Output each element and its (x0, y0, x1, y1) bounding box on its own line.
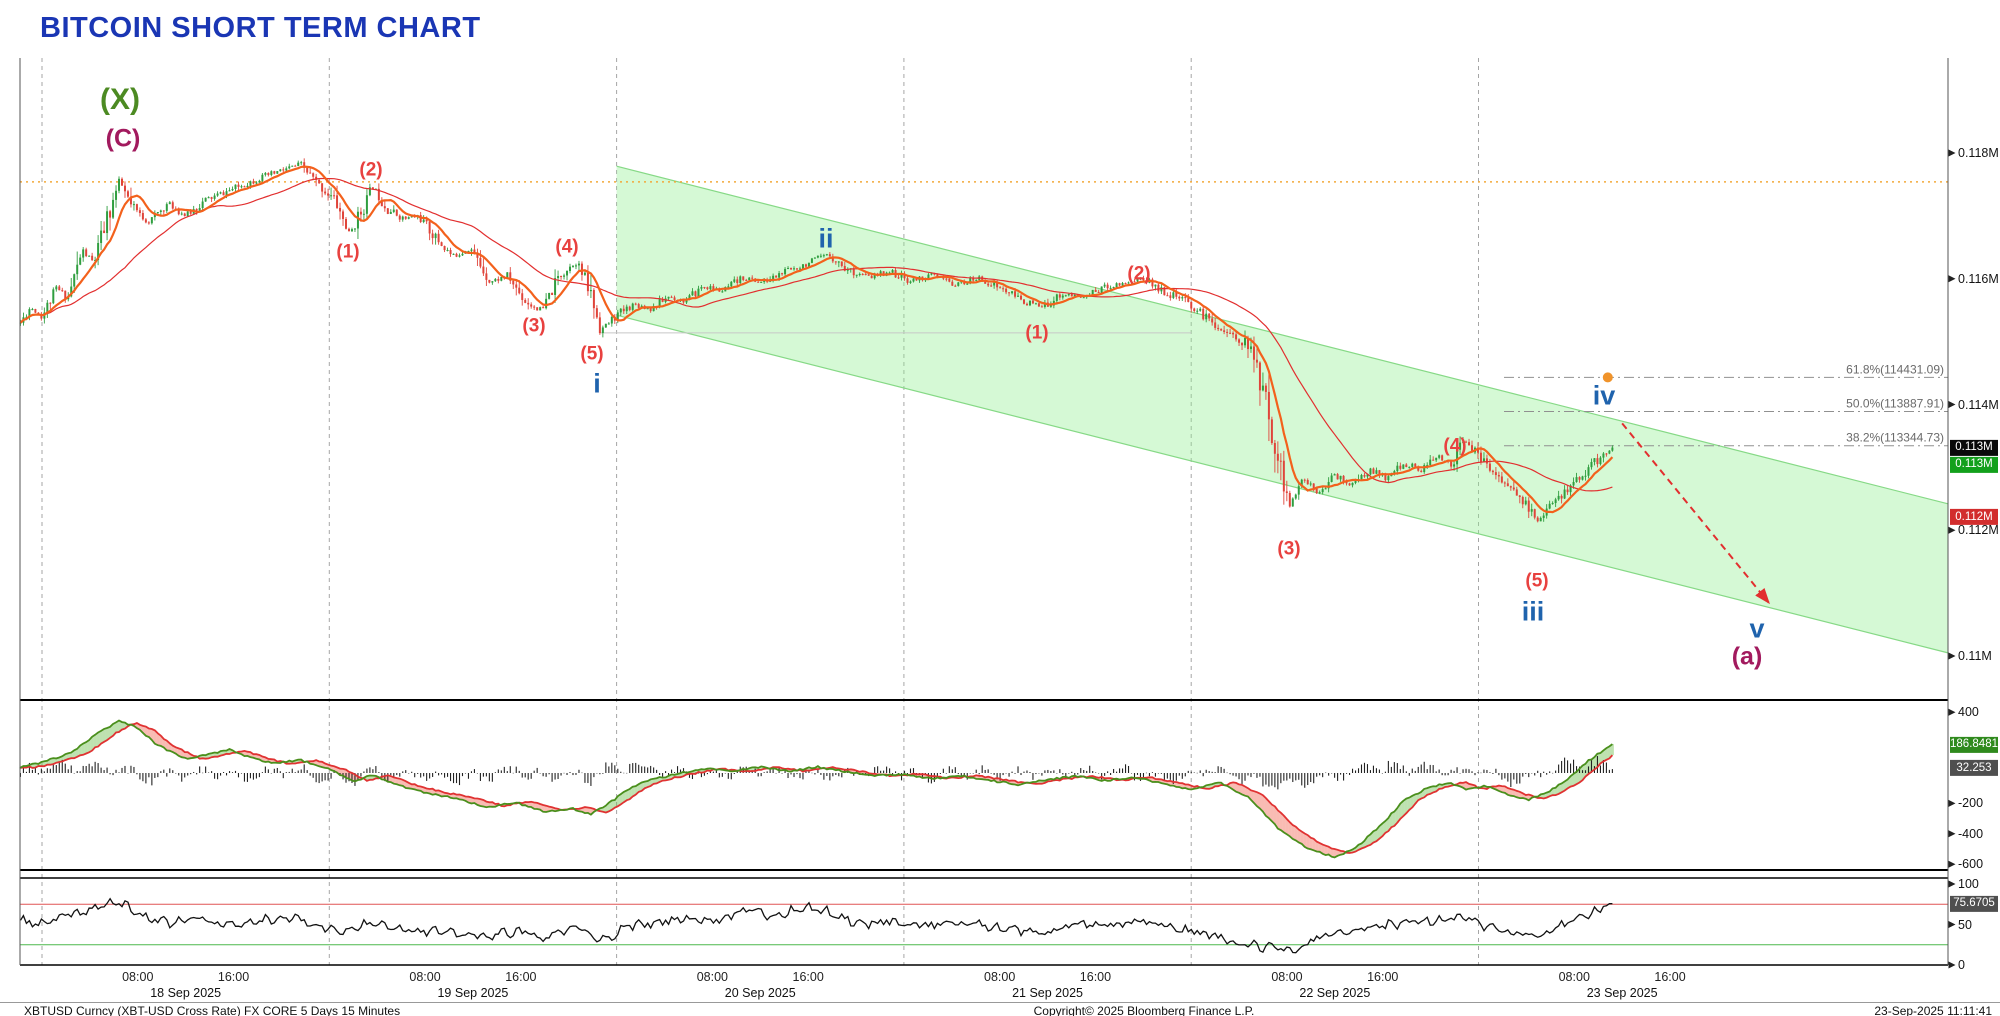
macd-ribbon (18, 720, 1614, 858)
axis-ticks (1948, 149, 1956, 969)
projection-arrow (1621, 422, 1770, 605)
fib-label: 38.2%(113344.73) (1846, 431, 1944, 445)
timestamp: 23-Sep-2025 11:11:41 (1874, 1004, 1992, 1016)
instrument-info: XBTUSD Curncy (XBT-USD Cross Rate) FX CO… (24, 1004, 401, 1016)
fib-label: 50.0%(113887.91) (1846, 397, 1944, 411)
fib-label: 61.8%(114431.09) (1846, 362, 1944, 376)
fibonacci-levels: 61.8%(114431.09) 50.0%(113887.91) 38.2%(11… (1504, 362, 1948, 447)
status-bar: XBTUSD Curncy (XBT-USD Cross Rate) FX CO… (0, 1002, 2000, 1016)
macd-line (20, 719, 1613, 859)
macd-histogram (19, 756, 1613, 790)
day-gridlines (41, 58, 1479, 965)
channel-lower-line (616, 314, 1949, 654)
rsi-line (19, 897, 1613, 954)
macd-signal-line (20, 721, 1614, 854)
copyright-text: Copyright© 2025 Bloomberg Finance L.P. (1033, 1004, 1255, 1016)
projection-dot (1602, 372, 1613, 383)
trend-channel (616, 166, 1948, 653)
channel-upper-line (616, 165, 1949, 505)
panel-borders (19, 58, 1949, 966)
ma-fast-line (19, 165, 1614, 514)
ma-slow-line (20, 177, 1613, 492)
chart-title: BITCOIN SHORT TERM CHART (40, 12, 481, 44)
